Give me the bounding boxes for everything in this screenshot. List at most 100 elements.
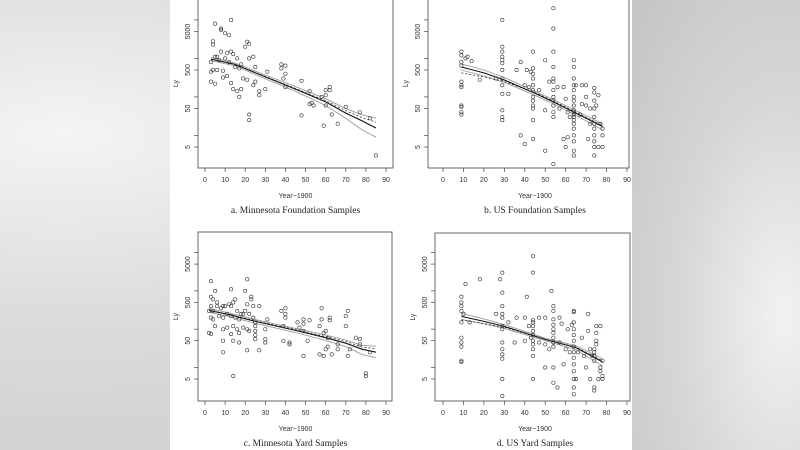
data-point — [500, 340, 505, 345]
data-point — [459, 359, 464, 364]
data-point — [345, 353, 350, 358]
x-tick-label: 60 — [322, 177, 330, 184]
y-tick-label: 5000 — [422, 256, 429, 272]
data-point — [506, 91, 511, 96]
x-tick-label: 70 — [342, 177, 350, 184]
x-tick-label: 80 — [362, 410, 370, 417]
data-point — [500, 44, 505, 49]
x-tick-label: 60 — [322, 410, 330, 417]
data-point — [531, 106, 536, 111]
data-point — [459, 63, 464, 68]
data-point — [225, 74, 230, 79]
x-tick-label: 0 — [203, 410, 207, 417]
data-point — [253, 324, 258, 329]
data-point — [571, 112, 576, 117]
data-point — [367, 350, 372, 355]
data-point — [569, 322, 574, 327]
data-point — [221, 304, 226, 309]
data-point — [319, 317, 324, 322]
data-point — [459, 112, 464, 117]
data-point — [580, 102, 585, 107]
data-point — [251, 315, 256, 320]
data-point — [594, 342, 599, 347]
x-axis-title: Year−1900 — [279, 426, 313, 433]
data-point — [229, 49, 234, 54]
data-point — [237, 94, 242, 99]
data-point — [518, 60, 523, 65]
data-point — [323, 347, 328, 352]
data-point — [321, 330, 326, 335]
data-point — [459, 49, 464, 54]
data-point — [235, 308, 240, 313]
upper-band-line — [208, 307, 376, 347]
fit-line — [210, 58, 377, 129]
data-point — [592, 86, 597, 91]
data-point — [500, 76, 505, 81]
data-point — [231, 87, 236, 92]
data-point — [235, 327, 240, 332]
x-tick-label: 0 — [203, 177, 207, 184]
data-point — [263, 337, 268, 342]
data-point — [559, 321, 564, 326]
figure — [170, 0, 632, 450]
data-point — [551, 304, 556, 309]
y-tick-label: 5000 — [415, 24, 422, 40]
data-point — [241, 311, 246, 316]
data-point — [567, 350, 572, 355]
data-point — [225, 311, 230, 316]
data-point — [596, 93, 601, 98]
data-point — [551, 103, 556, 108]
data-point — [588, 121, 593, 126]
data-point — [592, 115, 597, 120]
data-point — [335, 342, 340, 347]
data-point — [287, 340, 292, 345]
data-point — [571, 115, 576, 120]
x-tick-label: 20 — [480, 177, 488, 184]
data-point — [243, 44, 248, 49]
data-point — [208, 304, 213, 309]
data-point — [551, 65, 556, 70]
data-point — [596, 145, 601, 150]
data-point — [600, 145, 605, 150]
data-point — [233, 315, 238, 320]
data-point — [592, 90, 597, 95]
data-point — [459, 83, 464, 88]
data-point — [245, 39, 250, 44]
data-point — [319, 306, 324, 311]
data-point — [357, 342, 362, 347]
data-point — [237, 340, 242, 345]
y-tick-label: 50 — [422, 337, 429, 345]
data-point — [500, 91, 505, 96]
data-point — [592, 347, 597, 352]
data-point — [257, 89, 262, 94]
data-point — [357, 337, 362, 342]
data-point — [600, 358, 605, 363]
data-point — [580, 335, 585, 340]
data-point — [459, 85, 464, 90]
data-point — [531, 342, 536, 347]
data-point — [465, 54, 470, 59]
data-point — [363, 374, 368, 379]
data-point — [537, 315, 542, 320]
y-tick-label: 5 — [185, 377, 192, 381]
data-point — [537, 340, 542, 345]
data-point — [229, 287, 234, 292]
data-point — [575, 350, 580, 355]
data-point — [477, 277, 482, 282]
data-point — [208, 69, 213, 74]
y-tick-label: 500 — [185, 296, 192, 308]
data-point — [251, 304, 256, 309]
data-point — [584, 94, 589, 99]
data-point — [543, 108, 548, 113]
blurred-background — [632, 0, 800, 450]
data-point — [551, 322, 556, 327]
data-point — [239, 87, 244, 92]
data-point — [221, 338, 226, 343]
data-point — [571, 333, 576, 338]
data-point — [367, 116, 372, 121]
y-tick-label: 5000 — [185, 24, 192, 40]
lower-band-line — [461, 69, 603, 131]
data-point — [249, 294, 254, 299]
data-point — [229, 304, 234, 309]
data-point — [283, 85, 288, 90]
